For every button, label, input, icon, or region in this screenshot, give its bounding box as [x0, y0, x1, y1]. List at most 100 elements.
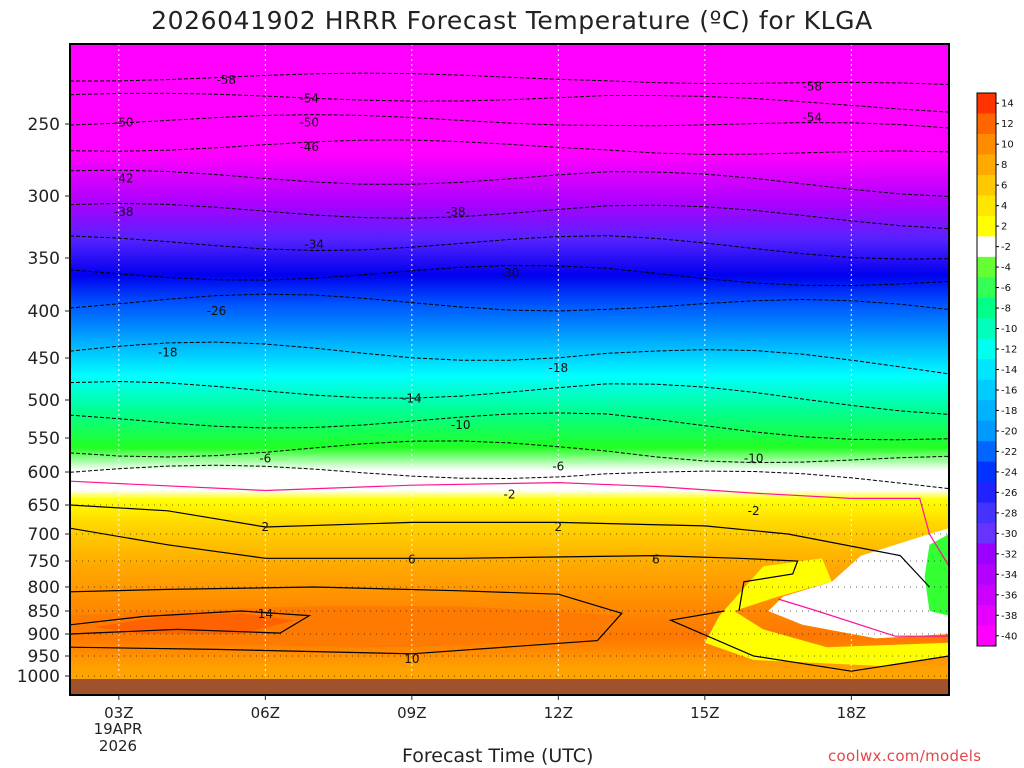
contour-label: -54: [299, 92, 319, 106]
cold-pocket: [924, 534, 949, 616]
contour-14c: [70, 610, 312, 635]
colorbar-label: 2: [1001, 222, 1007, 233]
y-tick-label: 550: [28, 429, 60, 449]
colorbar-swatch: [977, 236, 996, 258]
y-tick-label: 900: [28, 625, 60, 645]
colorbar-swatch: [977, 359, 996, 381]
contour-label: -10: [451, 418, 471, 432]
colorbar-label: -18: [1001, 406, 1017, 417]
freezing-line: [70, 480, 949, 567]
colorbar: 14 12 10 8 6 4 2 -2 -4 -6 -8 -10 -12 -14 -16 -18 -20 -22 -…: [976, 92, 1017, 647]
contour-label: -14: [402, 391, 422, 405]
y-tick-label: 650: [28, 496, 60, 516]
freezing-line-lower: [777, 598, 949, 637]
colorbar-label: -14: [1001, 365, 1017, 376]
y-tick-label: 950: [28, 647, 60, 667]
contour-dashed: [70, 464, 949, 490]
colorbar-label: -16: [1001, 385, 1017, 396]
colorbar-label: -26: [1001, 488, 1017, 499]
contour-dashed: [70, 341, 949, 375]
x-tick-label: 09Z: [397, 704, 426, 722]
colorbar-swatch: [977, 215, 996, 237]
colorbar-swatch: [977, 605, 996, 627]
contour-label: -50: [299, 116, 319, 130]
colorbar-swatch: [977, 297, 996, 319]
contour-2c: [70, 504, 930, 588]
colorbar-label: -4: [1001, 263, 1011, 274]
contour-label: -30: [500, 266, 520, 280]
grid-lines: [70, 44, 949, 695]
colorbar-swatch: [977, 256, 996, 278]
contour-dashed: [70, 72, 949, 85]
x-tick-label: 18Z: [837, 704, 866, 722]
colorbar-swatch: [977, 523, 996, 545]
contour-dashed: [70, 293, 949, 312]
y-tick-label: 350: [28, 249, 60, 269]
y-tick-label: 500: [28, 391, 60, 411]
contour-label: -18: [549, 361, 569, 375]
yellow-lobe: [704, 558, 949, 666]
colorbar-label: -32: [1001, 549, 1017, 560]
colorbar-swatch: [977, 420, 996, 442]
colorbar-swatch: [977, 400, 996, 422]
y-tick-label: 300: [28, 187, 60, 207]
y-tick-label: 1000: [17, 667, 60, 687]
contour-label: -54: [802, 110, 822, 124]
plot-frame: [69, 43, 950, 696]
contour-dashed: [70, 114, 949, 129]
colorbar-swatch: [977, 133, 996, 155]
y-tick-label: 800: [28, 578, 60, 598]
colorbar-swatch: [977, 543, 996, 565]
x-axis: 03Z 06Z 09Z 12Z 15Z 18Z: [104, 695, 866, 722]
temperature-shading: [70, 528, 949, 666]
colorbar-swatch: [977, 379, 996, 401]
contour-label: -38: [114, 205, 134, 219]
colorbar-swatch: [977, 461, 996, 483]
colorbar-label: 12: [1001, 119, 1014, 130]
chart-title: 2026041902 HRRR Forecast Temperature (ºC…: [151, 6, 873, 35]
contour-lower-2c: [668, 610, 949, 672]
contour-dashed: [70, 412, 949, 441]
contour-label: 6: [408, 552, 416, 566]
colorbar-label: 4: [1001, 201, 1007, 212]
contour-dashed: [70, 380, 949, 415]
near-freezing-lobe: [768, 528, 949, 639]
y-tick-label: 850: [28, 602, 60, 622]
contour-labels: -58 -58-54-54-50 -50-46-42-38 -38-34-30-26-…: [114, 73, 822, 666]
contour-dashed: [70, 139, 949, 155]
colorbar-swatch: [977, 113, 996, 135]
contour-dashed: [70, 169, 949, 197]
colorbar-label: -2: [1001, 242, 1011, 253]
contour-label: -38: [446, 205, 466, 219]
colorbar-swatch: [977, 93, 996, 114]
date-line-2: 2026: [99, 737, 137, 755]
colorbar-swatch: [977, 277, 996, 299]
contour-label: -34: [304, 237, 324, 251]
source-credit[interactable]: coolwx.com/models: [828, 747, 982, 765]
colorbar-label: -22: [1001, 447, 1017, 458]
x-axis-title: Forecast Time (UTC): [402, 745, 594, 767]
y-tick-label: 250: [28, 115, 60, 135]
contour-label: -26: [207, 304, 227, 318]
colorbar-label: 14: [1001, 99, 1014, 110]
x-tick-label: 06Z: [251, 704, 280, 722]
colorbar-label: -38: [1001, 611, 1017, 622]
colorbar-label: 6: [1001, 181, 1007, 192]
colorbar-label: 8: [1001, 160, 1007, 171]
contour-6c: [70, 527, 799, 612]
colorbar-label: -30: [1001, 529, 1017, 540]
y-tick-label: 450: [28, 349, 60, 369]
contour-label: 2: [262, 520, 270, 534]
colorbar-swatch: [977, 441, 996, 463]
colorbar-swatch: [977, 338, 996, 360]
y-tick-label: 750: [28, 552, 60, 572]
colorbar-label: -20: [1001, 426, 1017, 437]
colorbar-label: -34: [1001, 570, 1017, 581]
contour-label: 14: [258, 607, 273, 621]
y-axis: 250 300 350 400 450 500 550 600 650 700 750 800 850 9…: [17, 115, 70, 687]
contour-dashed: [70, 264, 949, 287]
contour-label: 10: [404, 652, 419, 666]
plot-area: [70, 44, 949, 695]
colorbar-swatch: [977, 625, 996, 647]
